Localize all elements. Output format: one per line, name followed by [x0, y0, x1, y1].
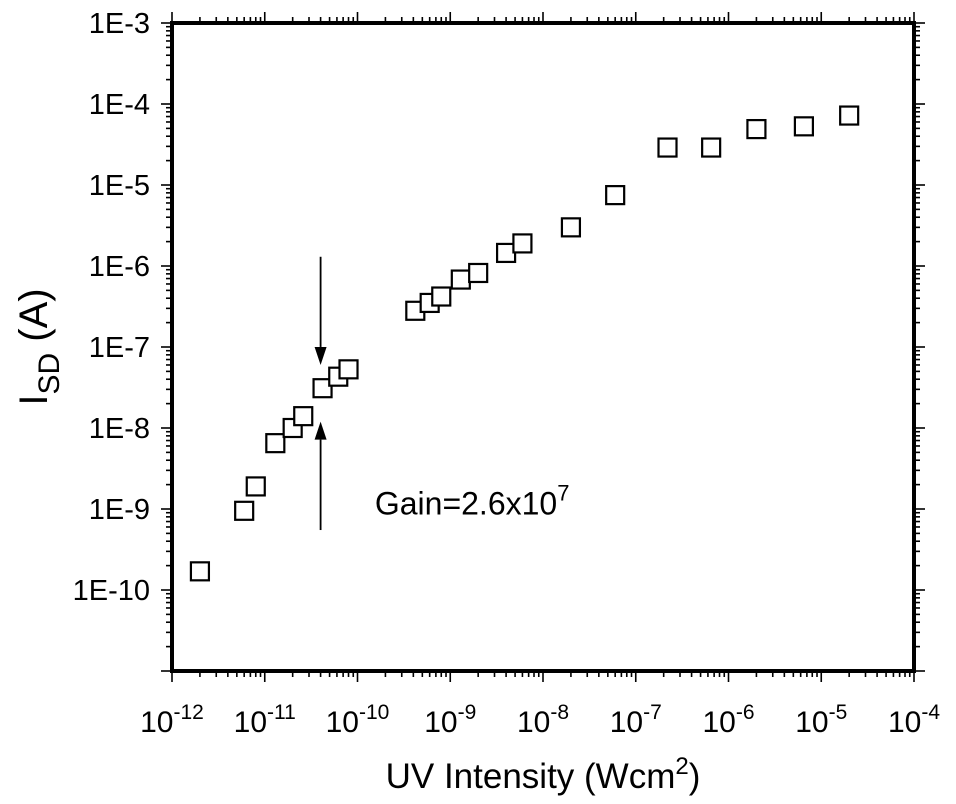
data-point	[234, 500, 255, 521]
x-tick-label-base: 10	[610, 706, 643, 739]
data-point	[338, 359, 359, 380]
y-tick-label: 1E-5	[89, 170, 150, 202]
x-tick-label: 10-10	[326, 701, 390, 739]
data-point	[189, 561, 211, 582]
minor-tick-marks	[166, 17, 920, 677]
down-arrow-head	[314, 346, 327, 365]
x-tick-labels: 10-12 10-11 10-10 10-9 10-8 10-7 10-6 10-5 10-4	[140, 701, 940, 739]
data-point	[245, 476, 266, 497]
x-axis-label-text: UV Intensity (Wcm	[386, 757, 676, 796]
y-tick-labels: 1E-3 1E-4 1E-5 1E-6 1E-7 1E-8 1E-9 1E-10	[73, 8, 150, 607]
data-point	[312, 378, 333, 399]
x-tick-label: 10-9	[424, 701, 476, 739]
x-axis-label-superscript: 2	[675, 753, 688, 780]
x-axis-label-close: )	[689, 757, 701, 796]
x-tick-label-base: 10	[326, 706, 359, 739]
x-tick-label: 10-11	[234, 701, 296, 739]
y-tick-label: 1E-4	[89, 89, 150, 121]
y-tick-label: 1E-9	[89, 494, 150, 526]
data-point	[512, 233, 533, 254]
y-tick-label: 1E-6	[89, 251, 150, 283]
data-point	[657, 137, 678, 158]
gain-annotation-superscript: 7	[557, 481, 569, 506]
data-point	[468, 262, 489, 284]
x-tick-label: 10-8	[517, 701, 569, 739]
y-axis-label-subscript: SD	[33, 353, 66, 395]
x-tick-label-base: 10	[888, 706, 921, 739]
x-tick-label: 10-12	[140, 701, 204, 739]
data-point	[265, 433, 286, 454]
y-tick-label: 1E-10	[73, 575, 150, 607]
x-tick-label-exponent: -7	[643, 701, 662, 724]
x-tick-label-exponent: -9	[458, 701, 477, 724]
data-point	[431, 286, 452, 307]
major-tick-marks	[161, 12, 925, 682]
gain-annotation-label: Gain=2.6x10	[375, 486, 557, 522]
data-series	[189, 105, 860, 582]
x-tick-label-exponent: -4	[921, 701, 940, 724]
annotation-arrows	[314, 256, 327, 531]
data-point	[450, 269, 471, 290]
y-axis-label-main: I	[12, 395, 56, 406]
x-axis-label: UV Intensity (Wcm2)	[386, 753, 701, 796]
x-tick-label: 10-4	[888, 701, 940, 739]
x-tick-label-base: 10	[517, 706, 550, 739]
up-arrow-head	[314, 421, 327, 440]
x-tick-label-base: 10	[702, 706, 735, 739]
x-tick-label-base: 10	[234, 706, 267, 739]
x-tick-label-base: 10	[795, 706, 828, 739]
x-tick-label: 10-7	[610, 701, 662, 739]
x-tick-label: 10-5	[795, 701, 847, 739]
x-tick-label-exponent: -10	[359, 701, 389, 724]
data-point	[293, 406, 314, 427]
x-tick-label: 10-6	[702, 701, 754, 739]
x-tick-label-exponent: -11	[267, 701, 296, 724]
x-tick-label-exponent: -8	[550, 701, 569, 724]
plot-frame	[170, 21, 916, 673]
x-tick-label-exponent: -6	[736, 701, 755, 724]
data-point	[746, 118, 767, 140]
x-tick-label-exponent: -5	[829, 701, 848, 724]
y-tick-label: 1E-8	[89, 413, 150, 445]
x-tick-label-base: 10	[140, 706, 173, 739]
data-point	[560, 217, 582, 238]
data-point	[605, 185, 626, 206]
x-tick-label-exponent: -12	[174, 701, 204, 724]
data-point	[839, 105, 860, 126]
gain-annotation: Gain=2.6x107	[375, 481, 570, 522]
data-point	[793, 116, 814, 137]
x-tick-label-base: 10	[424, 706, 457, 739]
data-point	[701, 137, 722, 158]
y-axis-label-unit: (A)	[12, 288, 56, 352]
y-axis-label: ISD (A)	[12, 288, 66, 405]
y-tick-label: 1E-7	[89, 332, 150, 364]
y-tick-label: 1E-3	[89, 8, 150, 40]
